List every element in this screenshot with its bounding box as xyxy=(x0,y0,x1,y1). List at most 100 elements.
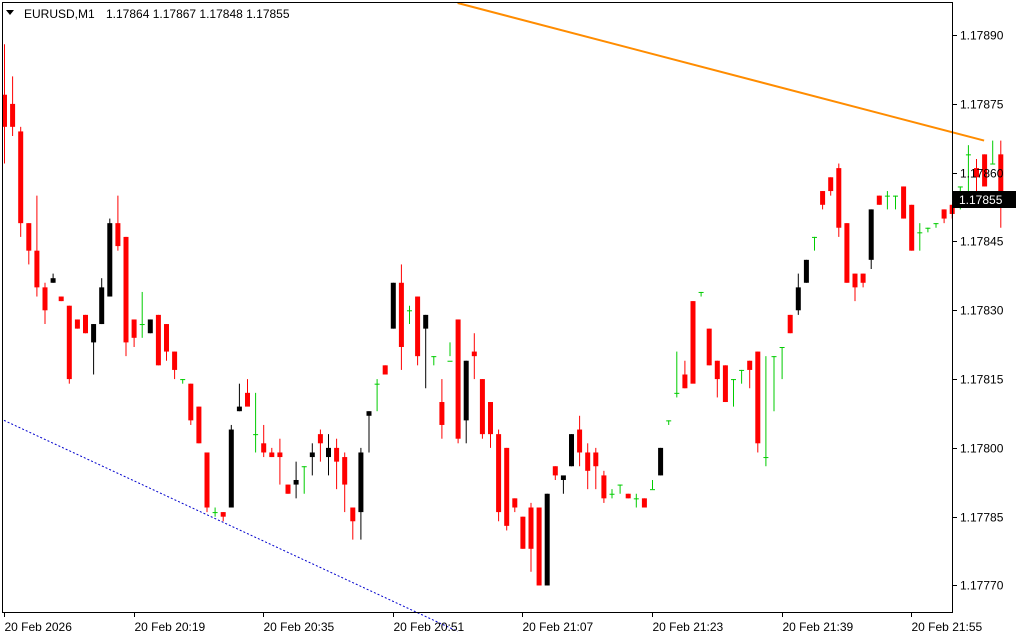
time-axis: 20 Feb 2026 20 Feb 20:19 20 Feb 20:35 20 Fe… xyxy=(4,613,983,634)
candle-doji xyxy=(763,356,769,467)
candle-doji xyxy=(933,223,939,228)
candle-body xyxy=(172,351,178,370)
candle-body xyxy=(820,191,826,205)
candle-bear xyxy=(528,502,534,572)
candle-body xyxy=(479,379,485,435)
time-tick-label: 20 Feb 20:35 xyxy=(264,620,335,634)
candle-body xyxy=(18,131,24,224)
candle-bear xyxy=(382,365,388,375)
candle-body xyxy=(83,314,88,334)
candle-body xyxy=(690,301,696,384)
candle-body xyxy=(471,351,477,357)
candle-body xyxy=(42,287,48,311)
candle-bear xyxy=(123,236,129,357)
candle-doji xyxy=(609,489,615,499)
candle-bear xyxy=(828,177,834,196)
candle-bear xyxy=(552,466,558,480)
candle-body xyxy=(220,512,226,517)
candle-body xyxy=(876,195,882,205)
candle-bull xyxy=(91,324,97,375)
candle-bear xyxy=(577,415,583,467)
candle-bull xyxy=(236,383,242,412)
candle-bear xyxy=(342,452,348,513)
time-tick-label: 20 Feb 2026 xyxy=(5,620,73,634)
candle-bear xyxy=(901,186,907,219)
candle-bear xyxy=(42,282,48,325)
candle-bear xyxy=(350,507,356,540)
time-tick-label: 20 Feb 21:55 xyxy=(912,620,983,634)
candle-body xyxy=(34,250,40,288)
candle-body xyxy=(860,273,866,283)
candle-body xyxy=(228,429,234,508)
candle-bear xyxy=(285,484,291,494)
candle-body xyxy=(415,296,421,357)
candle-bear xyxy=(58,296,64,302)
candle-bull xyxy=(544,493,550,586)
candle-bear xyxy=(496,429,502,522)
candle-bear xyxy=(269,447,275,458)
candle-bear xyxy=(722,365,728,403)
candle-body xyxy=(74,319,80,329)
candle-body xyxy=(585,452,591,471)
candle-body xyxy=(326,447,331,458)
candle-body xyxy=(285,484,291,494)
candles-layer xyxy=(2,44,1004,586)
candle-bear xyxy=(941,209,947,224)
candle-bear xyxy=(504,447,510,531)
candle-doji xyxy=(990,140,996,165)
candle-bear xyxy=(34,195,40,297)
candle-body xyxy=(625,493,631,499)
candle-body xyxy=(844,223,850,283)
symbol-timeframe-label: EURUSD,M1 xyxy=(24,7,95,21)
candle-bear xyxy=(909,204,915,251)
candle-body xyxy=(722,365,728,403)
price-axis: 1.17890 1.17875 1.17860 1.17845 1.17830 1.178… xyxy=(953,29,1004,593)
candle-body xyxy=(26,223,32,251)
candle-bear xyxy=(860,273,866,288)
price-tick-label: 1.17800 xyxy=(960,442,1004,456)
candle-bull xyxy=(366,411,372,453)
candle-doji xyxy=(212,507,218,517)
candle-bear xyxy=(188,383,194,425)
candle-body xyxy=(577,429,583,453)
candle-bull xyxy=(658,447,664,476)
plot-frame xyxy=(2,2,953,613)
candle-bear xyxy=(714,360,720,398)
candle-bear xyxy=(682,360,688,389)
trendline-resistance[interactable] xyxy=(457,2,985,142)
candle-bear xyxy=(625,493,631,499)
candle-body xyxy=(998,154,1004,196)
candle-bear xyxy=(536,507,542,586)
candle-bear xyxy=(277,438,283,485)
candle-body xyxy=(2,94,7,127)
candle-doji xyxy=(431,356,437,366)
candle-doji xyxy=(666,420,672,425)
candle-body xyxy=(803,259,809,283)
candle-bear xyxy=(876,195,882,205)
ohlc-values-label: 1.17864 1.17867 1.17848 1.17855 xyxy=(106,7,290,21)
candle-body xyxy=(204,452,210,508)
candle-body xyxy=(155,314,161,366)
candle-bear xyxy=(415,296,421,366)
candle-bear xyxy=(844,223,850,283)
candle-bull xyxy=(868,209,874,270)
candle-body xyxy=(261,443,267,453)
trendline-support[interactable] xyxy=(3,419,458,632)
symbol-dropdown-icon[interactable] xyxy=(6,10,14,15)
price-tick-label: 1.17860 xyxy=(960,167,1004,181)
candle-body xyxy=(706,328,712,366)
candle-body xyxy=(512,498,518,508)
price-tick-label: 1.17830 xyxy=(960,304,1004,318)
candle-bear xyxy=(820,191,826,210)
candle-doji xyxy=(893,195,898,210)
candle-bear xyxy=(131,319,137,347)
candle-body xyxy=(358,452,364,513)
candle-bear xyxy=(115,195,121,251)
price-tick-label: 1.17770 xyxy=(960,579,1004,593)
price-tick-label: 1.17815 xyxy=(960,373,1004,387)
candle-body xyxy=(269,452,275,458)
candle-body xyxy=(552,466,558,476)
candle-bear xyxy=(18,126,24,237)
